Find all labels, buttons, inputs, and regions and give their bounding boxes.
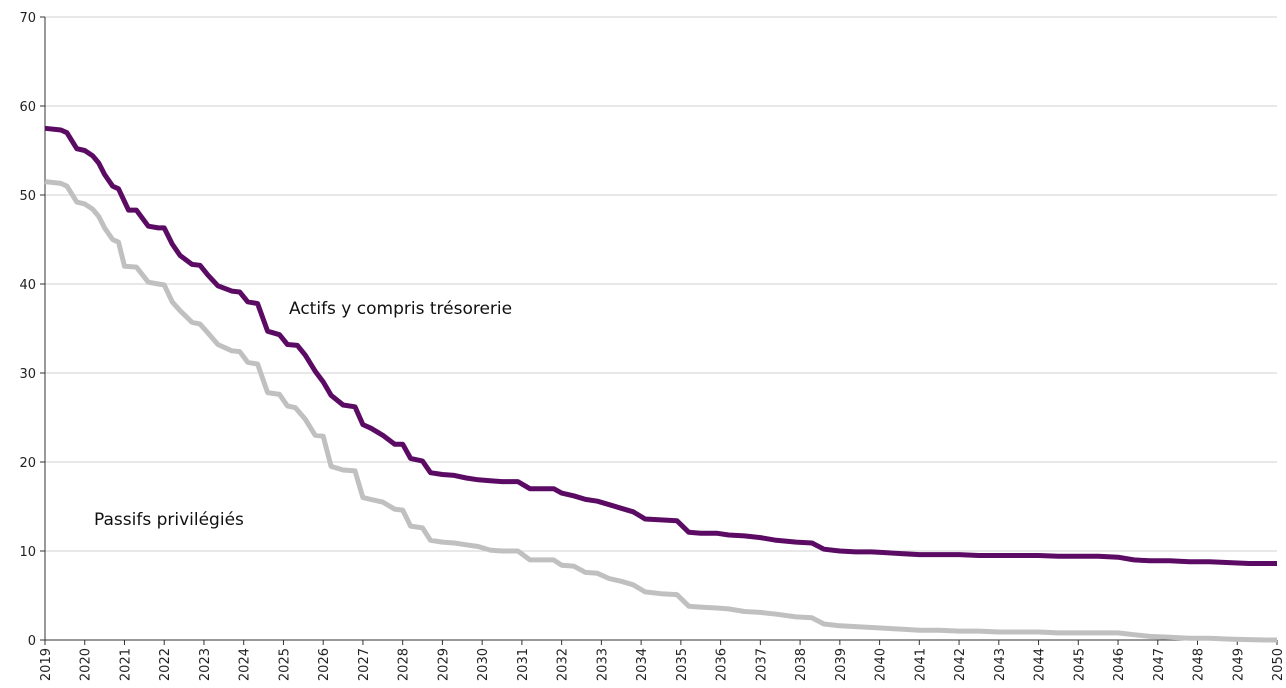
x-tick-label: 2022	[158, 648, 173, 681]
x-tick-label: 2042	[953, 648, 968, 681]
y-tick-label: 40	[19, 278, 36, 293]
y-tick-label: 0	[28, 634, 36, 649]
x-tick-label: 2050	[1271, 648, 1286, 681]
x-tick-label: 2046	[1112, 648, 1127, 681]
y-axis-ticks: 0 10 20 30 40 50 60 70	[19, 11, 45, 649]
series-line-1	[44, 179, 1277, 643]
x-tick-label: 2039	[834, 648, 849, 681]
x-tick-label: 2025	[277, 648, 292, 681]
axes	[44, 17, 1277, 641]
x-tick-label: 2043	[993, 648, 1008, 681]
x-tick-label: 2028	[397, 648, 412, 681]
annotation-actifs: Actifs y compris trésorerie	[289, 299, 512, 319]
y-tick-label: 20	[19, 456, 36, 471]
y-tick-label: 60	[19, 100, 36, 115]
x-tick-label: 2027	[357, 648, 372, 681]
x-tick-label: 2047	[1152, 648, 1167, 681]
series-line-0	[44, 125, 1277, 566]
x-tick-label: 2029	[436, 648, 451, 681]
y-tick-label: 10	[19, 545, 36, 560]
y-tick-label: 50	[19, 189, 36, 204]
x-tick-label: 2044	[1033, 648, 1048, 681]
x-tick-label: 2033	[595, 648, 610, 681]
x-tick-label: 2049	[1231, 648, 1246, 681]
x-tick-label: 2023	[198, 648, 213, 681]
x-tick-label: 2034	[635, 648, 650, 681]
x-tick-label: 2040	[874, 648, 889, 681]
y-tick-label: 70	[19, 11, 36, 26]
x-tick-label: 2019	[39, 648, 54, 681]
x-tick-label: 2036	[715, 648, 730, 681]
x-tick-label: 2041	[913, 648, 928, 681]
x-tick-label: 2045	[1072, 648, 1087, 681]
gridlines	[45, 16, 1277, 552]
x-tick-label: 2038	[794, 648, 809, 681]
x-tick-label: 2048	[1192, 648, 1207, 681]
y-tick-label: 30	[19, 367, 36, 382]
x-tick-label: 2024	[238, 648, 253, 681]
annotation-passifs: Passifs privilégiés	[94, 510, 244, 530]
x-axis-ticks: 2019 2020 2021 2022 2023 2024 2025 2026 2027 2028…	[39, 640, 1286, 681]
x-tick-label: 2037	[754, 648, 769, 681]
x-tick-label: 2030	[476, 648, 491, 681]
series-lines	[44, 125, 1277, 643]
x-tick-label: 2026	[317, 648, 332, 681]
x-tick-label: 2031	[516, 648, 531, 681]
x-tick-label: 2032	[556, 648, 571, 681]
x-tick-label: 2020	[79, 648, 94, 681]
x-tick-label: 2035	[675, 648, 690, 681]
x-tick-label: 2021	[118, 648, 133, 681]
